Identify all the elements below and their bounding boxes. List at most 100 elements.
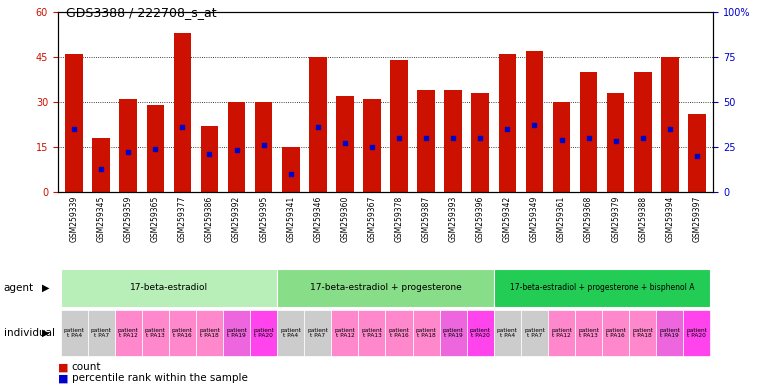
Bar — [115, 310, 142, 356]
Bar — [553, 102, 571, 192]
Text: GSM259379: GSM259379 — [611, 196, 620, 242]
Text: 17-beta-estradiol: 17-beta-estradiol — [130, 283, 208, 293]
Bar — [223, 310, 250, 356]
Bar — [196, 310, 223, 356]
Text: GSM259342: GSM259342 — [503, 196, 512, 242]
Bar — [173, 33, 191, 192]
Bar — [142, 310, 169, 356]
Bar — [412, 310, 439, 356]
Text: GSM259360: GSM259360 — [340, 196, 349, 242]
Text: patient
t PA13: patient t PA13 — [145, 328, 166, 338]
Text: patient
t PA4: patient t PA4 — [64, 328, 85, 338]
Bar — [607, 93, 625, 192]
Text: count: count — [72, 362, 101, 372]
Text: patient
t PA16: patient t PA16 — [605, 328, 626, 338]
Bar — [661, 56, 678, 192]
Bar — [278, 310, 305, 356]
Text: patient
t PA20: patient t PA20 — [470, 328, 490, 338]
Text: GSM259368: GSM259368 — [584, 196, 593, 242]
Text: ▶: ▶ — [42, 283, 49, 293]
Text: GSM259388: GSM259388 — [638, 196, 648, 242]
Text: patient
t PA12: patient t PA12 — [551, 328, 572, 338]
Bar — [61, 269, 278, 307]
Text: GSM259394: GSM259394 — [665, 196, 675, 242]
Text: GSM259396: GSM259396 — [476, 196, 485, 242]
Text: patient
t PA7: patient t PA7 — [524, 328, 545, 338]
Text: patient
t PA19: patient t PA19 — [659, 328, 680, 338]
Text: GSM259387: GSM259387 — [422, 196, 431, 242]
Text: GSM259367: GSM259367 — [368, 196, 376, 242]
Text: ■: ■ — [58, 373, 69, 383]
Text: patient
t PA13: patient t PA13 — [362, 328, 382, 338]
Bar — [634, 72, 651, 192]
Bar — [656, 310, 683, 356]
Bar — [169, 310, 196, 356]
Text: patient
t PA13: patient t PA13 — [578, 328, 599, 338]
Bar — [499, 54, 516, 192]
Text: patient
t PA12: patient t PA12 — [335, 328, 355, 338]
Bar — [61, 310, 88, 356]
Text: ▶: ▶ — [42, 328, 49, 338]
Bar — [255, 102, 272, 192]
Text: patient
t PA19: patient t PA19 — [226, 328, 247, 338]
Text: patient
t PA19: patient t PA19 — [443, 328, 463, 338]
Bar — [66, 54, 82, 192]
Text: GSM259392: GSM259392 — [232, 196, 241, 242]
Bar — [575, 310, 602, 356]
Text: GSM259339: GSM259339 — [69, 196, 79, 242]
Bar — [521, 310, 548, 356]
Text: GSM259359: GSM259359 — [123, 196, 133, 242]
Text: patient
t PA20: patient t PA20 — [686, 328, 707, 338]
Text: ■: ■ — [58, 362, 69, 372]
Bar — [493, 269, 710, 307]
Text: patient
t PA18: patient t PA18 — [632, 328, 653, 338]
Text: GSM259349: GSM259349 — [530, 196, 539, 242]
Bar — [359, 310, 386, 356]
Text: GSM259397: GSM259397 — [692, 196, 702, 242]
Text: GSM259365: GSM259365 — [151, 196, 160, 242]
Bar — [282, 147, 299, 192]
Text: patient
t PA4: patient t PA4 — [497, 328, 518, 338]
Text: patient
t PA12: patient t PA12 — [118, 328, 139, 338]
Text: GDS3388 / 222708_s_at: GDS3388 / 222708_s_at — [66, 6, 216, 19]
Bar — [146, 105, 164, 192]
Bar — [602, 310, 629, 356]
Bar — [278, 269, 493, 307]
Text: patient
t PA20: patient t PA20 — [253, 328, 274, 338]
Bar — [472, 93, 489, 192]
Text: 17-beta-estradiol + progesterone: 17-beta-estradiol + progesterone — [310, 283, 461, 293]
Bar — [336, 96, 354, 192]
Text: GSM259393: GSM259393 — [449, 196, 458, 242]
Text: patient
t PA18: patient t PA18 — [199, 328, 220, 338]
Bar — [548, 310, 575, 356]
Bar — [200, 126, 218, 192]
Bar — [120, 99, 137, 192]
Bar — [466, 310, 493, 356]
Text: patient
t PA16: patient t PA16 — [172, 328, 193, 338]
Text: percentile rank within the sample: percentile rank within the sample — [72, 373, 247, 383]
Bar — [629, 310, 656, 356]
Bar — [683, 310, 710, 356]
Text: patient
t PA7: patient t PA7 — [308, 328, 328, 338]
Text: patient
t PA4: patient t PA4 — [281, 328, 301, 338]
Text: GSM259386: GSM259386 — [205, 196, 214, 242]
Text: GSM259377: GSM259377 — [178, 196, 187, 242]
Bar — [444, 90, 462, 192]
Text: agent: agent — [4, 283, 34, 293]
Bar — [93, 138, 110, 192]
Bar — [493, 310, 521, 356]
Text: individual: individual — [4, 328, 55, 338]
Bar — [250, 310, 278, 356]
Text: GSM259346: GSM259346 — [313, 196, 322, 242]
Text: patient
t PA7: patient t PA7 — [91, 328, 112, 338]
Text: GSM259341: GSM259341 — [286, 196, 295, 242]
Text: GSM259361: GSM259361 — [557, 196, 566, 242]
Bar — [305, 310, 332, 356]
Bar — [390, 60, 408, 192]
Bar — [332, 310, 359, 356]
Bar — [227, 102, 245, 192]
Text: GSM259378: GSM259378 — [395, 196, 403, 242]
Text: 17-beta-estradiol + progesterone + bisphenol A: 17-beta-estradiol + progesterone + bisph… — [510, 283, 695, 293]
Bar — [439, 310, 466, 356]
Bar — [386, 310, 412, 356]
